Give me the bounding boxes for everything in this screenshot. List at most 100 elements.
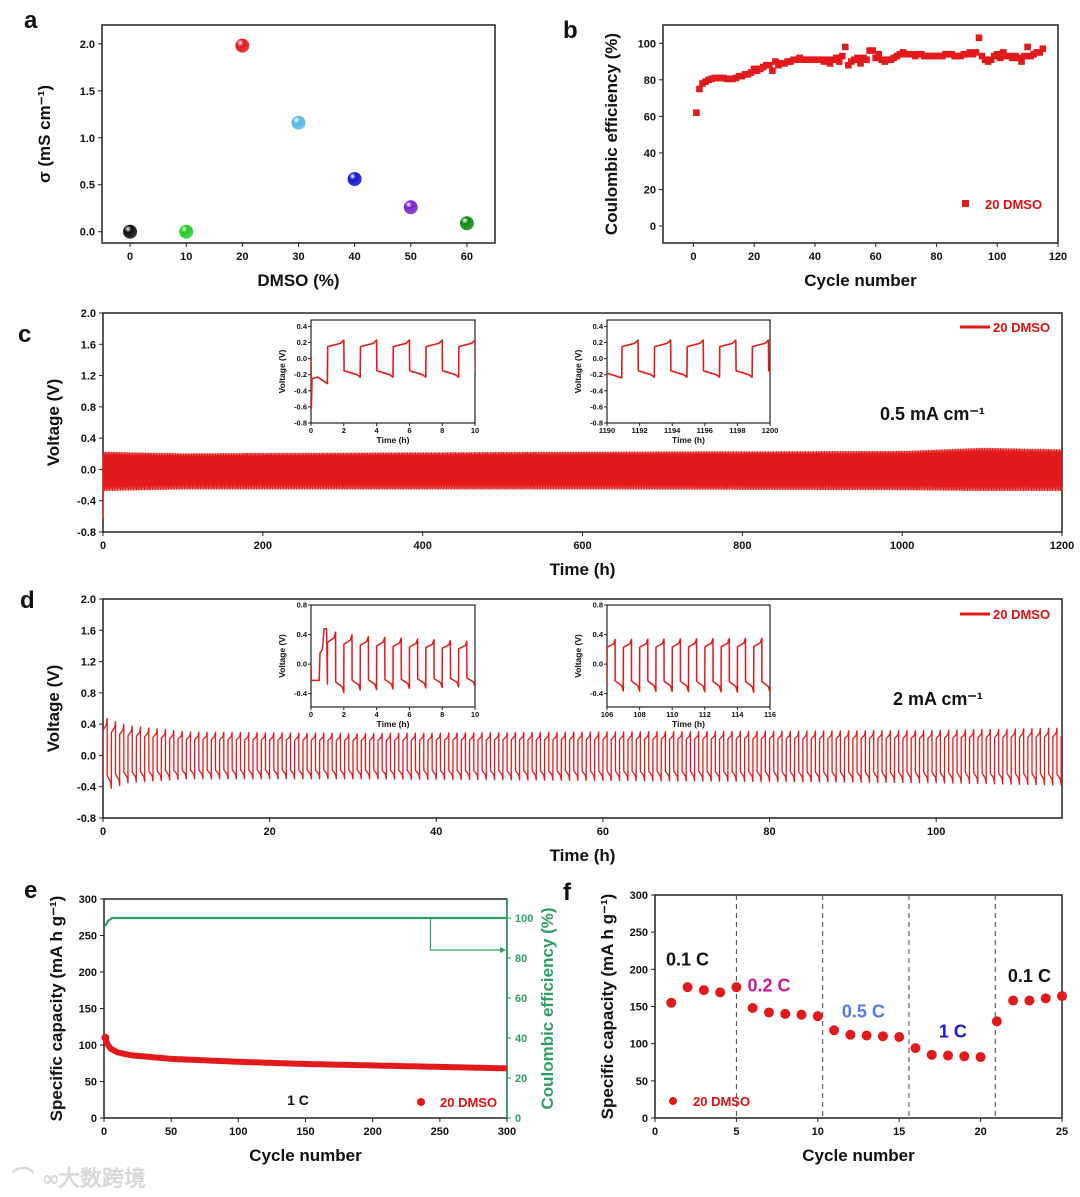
- data-point-circle: [943, 1050, 954, 1061]
- y-axis-label-d-inset0: Voltage (V): [277, 634, 287, 678]
- data-point-square: [869, 47, 876, 54]
- voltage-trace-c: [102, 447, 1063, 519]
- x-tick-label-d: 60: [597, 826, 609, 838]
- y-tick-label-c-inset0: -0.4: [294, 386, 308, 395]
- x-tick-label-e: 50: [165, 1126, 177, 1138]
- data-point-circle: [1040, 993, 1051, 1004]
- y-tick-label-c-inset0: -0.6: [294, 402, 307, 411]
- panel-label-e: e: [24, 877, 37, 904]
- data-point-square: [978, 52, 986, 60]
- y-tick-label-c-inset1: 0.4: [593, 322, 604, 331]
- x-tick-label-a: 50: [405, 251, 417, 263]
- x-tick-label-e: 0: [101, 1126, 107, 1138]
- data-point-sphere: [347, 172, 362, 187]
- watermark: ⌒ ∞: [12, 1167, 60, 1192]
- x-tick-label-f: 10: [812, 1126, 824, 1138]
- x-tick-label-d-inset1: 116: [764, 710, 776, 719]
- x-tick-label-d: 20: [264, 826, 276, 838]
- data-point-circle: [894, 1031, 905, 1042]
- x-tick-label-a: 0: [127, 251, 133, 263]
- x-tick-label-d: 40: [430, 826, 442, 838]
- y-tick-label-f: 250: [630, 927, 648, 939]
- data-point-circle: [1024, 995, 1035, 1006]
- y-tick-label-e: 50: [85, 1077, 97, 1089]
- y-tick-label-c: 0.8: [81, 402, 96, 414]
- legend-label: 20 DMSO: [985, 197, 1042, 212]
- y-tick-label-d: -0.8: [77, 813, 96, 825]
- y-tick-label-f: 50: [636, 1076, 648, 1088]
- y-tick-label-c: 0.4: [81, 433, 97, 445]
- x-tick-label-c: 0: [100, 540, 106, 552]
- x-tick-label-b: 20: [748, 251, 760, 263]
- y-axis-label-b: Coulombic efficiency (%): [602, 33, 621, 235]
- y-tick-label-a: 0.5: [80, 180, 95, 192]
- data-point-sphere: [403, 200, 418, 215]
- panel-label-b: b: [563, 17, 578, 44]
- y-tick-label-c: 1.6: [81, 339, 96, 351]
- x-tick-label-c: 600: [573, 540, 591, 552]
- y-tick-label-c-inset1: 0.0: [593, 354, 603, 363]
- x-tick-label-d-inset0: 10: [471, 710, 479, 719]
- rate-label: 0.2 C: [747, 976, 790, 996]
- y-axis-label-d-inset1: Voltage (V): [573, 634, 583, 678]
- y-tick-label-b: 0: [650, 221, 656, 233]
- y-tick-label-f: 100: [630, 1039, 648, 1051]
- data-point-square: [747, 69, 755, 76]
- x-tick-label-c-inset1: 1200: [762, 426, 779, 435]
- x-axis-label-c: Time (h): [550, 560, 616, 579]
- right-y-tick-label-e: 20: [515, 1073, 527, 1085]
- data-point-square: [696, 85, 703, 93]
- data-point-square: [823, 56, 831, 64]
- legend-marker: [962, 200, 969, 207]
- data-point-sphere: [179, 224, 194, 239]
- y-axis-label-c-inset1: Voltage (V): [573, 349, 583, 393]
- y-tick-label-b: 100: [638, 38, 656, 50]
- y-tick-label-c-inset1: -0.4: [590, 386, 604, 395]
- data-point-square: [769, 67, 776, 74]
- y-tick-label-c-inset0: 0.4: [297, 322, 308, 331]
- data-point-circle: [812, 1011, 823, 1022]
- x-tick-label-d-inset1: 110: [666, 710, 678, 719]
- y-tick-label-d: 0.4: [81, 719, 97, 731]
- y-tick-label-b: 80: [644, 75, 656, 87]
- x-tick-label-c-inset0: 0: [309, 426, 313, 435]
- x-tick-label-b: 40: [809, 251, 821, 263]
- legend-label: 20 DMSO: [993, 320, 1050, 335]
- current-density-label: 0.5 mA cm⁻¹: [880, 404, 985, 424]
- data-point-square: [826, 60, 834, 67]
- y-tick-label-d: 2.0: [81, 594, 96, 606]
- x-tick-label-c-inset0: 10: [471, 426, 479, 435]
- rate-label: 1 C: [939, 1022, 967, 1042]
- x-axis-label-c-inset0: Time (h): [377, 435, 410, 445]
- y-tick-label-e: 300: [79, 894, 97, 906]
- x-tick-label-a: 30: [292, 251, 304, 263]
- y-tick-label-e: 100: [79, 1040, 97, 1052]
- inset-voltage-trace-d: [607, 637, 770, 693]
- y-tick-label-d-inset1: 0.8: [593, 601, 603, 610]
- data-point-sphere: [459, 216, 474, 231]
- data-point-circle: [666, 997, 677, 1008]
- y-tick-label-d-inset0: -0.4: [294, 689, 308, 698]
- data-point-circle: [926, 1049, 937, 1060]
- x-tick-label-c: 1200: [1050, 540, 1074, 552]
- right-y-tick-label-e: 100: [515, 913, 533, 925]
- data-point-square: [693, 109, 700, 117]
- x-tick-label-c: 800: [733, 540, 751, 552]
- panel-label-d: d: [20, 587, 35, 614]
- x-tick-label-d: 100: [927, 826, 945, 838]
- right-y-tick-label-e: 0: [515, 1113, 521, 1125]
- y-tick-label-c-inset0: -0.2: [294, 370, 307, 379]
- x-axis-label-d-inset0: Time (h): [377, 719, 410, 729]
- y-tick-label-a: 1.0: [80, 133, 95, 145]
- panel-label-c: c: [18, 321, 31, 348]
- data-point-square: [1000, 49, 1007, 56]
- y-tick-label-f: 200: [630, 964, 648, 976]
- data-point-square: [838, 52, 846, 60]
- rate-label: 0.1 C: [1008, 966, 1051, 986]
- y-axis-label-e: Specific capacity (mA h g⁻¹): [47, 896, 66, 1122]
- y-axis-label-d: Voltage (V): [44, 665, 63, 753]
- x-tick-label-c-inset1: 1194: [664, 426, 681, 435]
- x-tick-label-d-inset0: 0: [309, 710, 313, 719]
- data-point-square: [1036, 49, 1044, 56]
- x-axis-label-d: Time (h): [550, 846, 616, 865]
